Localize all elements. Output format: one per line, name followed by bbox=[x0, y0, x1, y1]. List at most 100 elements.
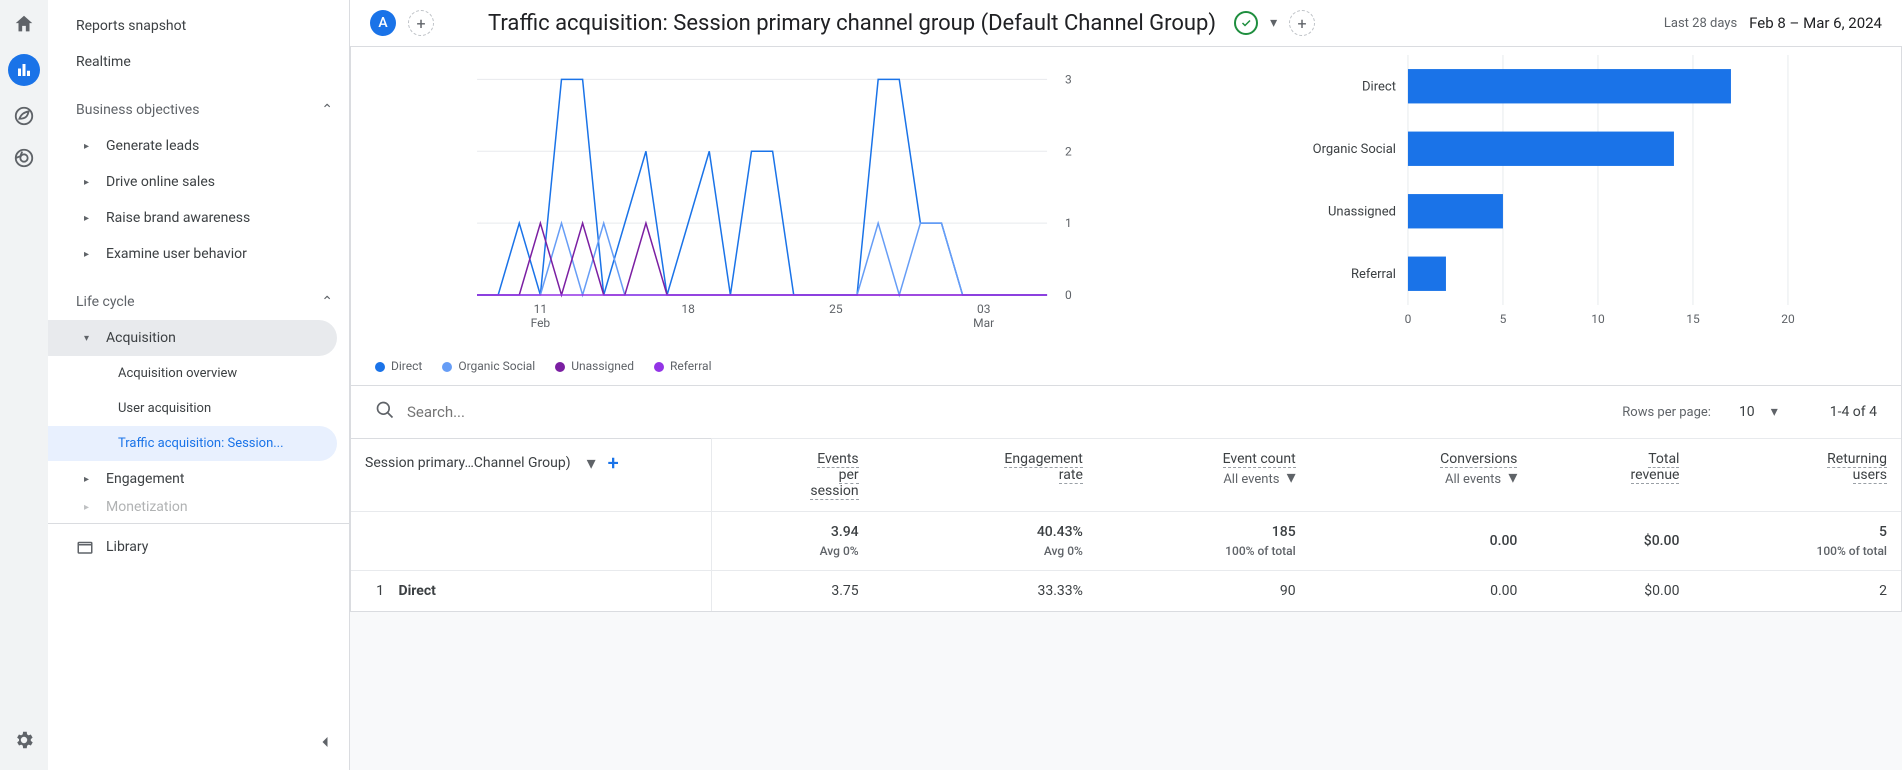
dropdown-icon[interactable]: ▾ bbox=[1771, 404, 1778, 420]
dropdown-icon[interactable]: ▾ bbox=[1508, 467, 1517, 488]
caret-icon: ▸ bbox=[84, 177, 96, 188]
sidebar-drive-online-sales[interactable]: ▸ Drive online sales bbox=[48, 164, 349, 200]
caret-icon: ▸ bbox=[84, 474, 96, 485]
label: Acquisition bbox=[106, 330, 176, 346]
advertising-icon[interactable] bbox=[12, 146, 36, 170]
search-icon[interactable] bbox=[375, 400, 395, 424]
svg-text:03: 03 bbox=[977, 302, 991, 316]
verified-icon[interactable] bbox=[1234, 11, 1258, 35]
summary-cell: 5100% of total bbox=[1693, 512, 1901, 571]
sidebar-realtime[interactable]: Realtime bbox=[48, 44, 349, 80]
data-table: Session primary…Channel Group) ▾ + Event… bbox=[351, 438, 1901, 611]
table-cell: $0.00 bbox=[1531, 571, 1693, 612]
table-cell: 3.75 bbox=[711, 571, 873, 612]
dropdown-icon[interactable]: ▾ bbox=[1287, 467, 1296, 488]
caret-icon: ▸ bbox=[84, 141, 96, 152]
svg-text:Referral: Referral bbox=[1351, 267, 1396, 282]
legend-item[interactable]: Unassigned bbox=[555, 359, 634, 373]
sidebar-user-acquisition[interactable]: User acquisition bbox=[48, 391, 349, 426]
pagination-info: 1-4 of 4 bbox=[1830, 404, 1877, 420]
svg-text:25: 25 bbox=[829, 302, 843, 316]
collapse-sidebar-icon[interactable] bbox=[315, 732, 335, 756]
bar-chart: 05101520DirectOrganic SocialUnassignedRe… bbox=[1219, 55, 1877, 345]
library-icon bbox=[76, 538, 94, 556]
dropdown-icon[interactable]: ▾ bbox=[587, 453, 596, 474]
summary-cell: 0.00 bbox=[1310, 512, 1532, 571]
add-comparison-button[interactable]: + bbox=[408, 10, 434, 36]
column-header[interactable]: Engagementrate bbox=[873, 439, 1097, 512]
sidebar-acquisition-overview[interactable]: Acquisition overview bbox=[48, 356, 349, 391]
sidebar-engagement[interactable]: ▸ Engagement bbox=[48, 461, 349, 497]
badge-letter: A bbox=[378, 15, 387, 31]
svg-text:Organic Social: Organic Social bbox=[1313, 142, 1396, 157]
table-cell: 0.00 bbox=[1310, 571, 1532, 612]
svg-text:1: 1 bbox=[1065, 216, 1072, 230]
label: Life cycle bbox=[76, 294, 135, 310]
sidebar-acquisition[interactable]: ▾Acquisition bbox=[48, 320, 337, 356]
sidebar-reports-snapshot[interactable]: Reports snapshot bbox=[48, 8, 349, 44]
account-badge[interactable]: A bbox=[370, 10, 396, 36]
line-chart: 012311Feb182503Mar bbox=[375, 55, 1179, 345]
sidebar-examine-user-behavior[interactable]: ▸Examine user behavior bbox=[48, 236, 349, 272]
caret-icon: ▸ bbox=[84, 249, 96, 260]
label: Business objectives bbox=[76, 102, 199, 118]
settings-icon[interactable] bbox=[12, 728, 36, 752]
legend-item[interactable]: Organic Social bbox=[442, 359, 535, 373]
label: Acquisition overview bbox=[118, 366, 237, 381]
summary-cell: 3.94Avg 0% bbox=[711, 512, 873, 571]
column-header[interactable]: Returningusers bbox=[1693, 439, 1901, 512]
svg-text:0: 0 bbox=[1065, 288, 1072, 302]
add-dimension-button[interactable]: + bbox=[608, 451, 619, 475]
sidebar: Reports snapshot Realtime Business objec… bbox=[48, 0, 350, 770]
legend-dot-icon bbox=[654, 362, 664, 372]
label: Traffic acquisition: Session... bbox=[118, 436, 284, 451]
explore-icon[interactable] bbox=[12, 104, 36, 128]
sidebar-business-objectives[interactable]: Business objectives ⌃ bbox=[48, 92, 349, 128]
home-icon[interactable] bbox=[12, 12, 36, 36]
sidebar-raise-brand-awareness[interactable]: ▸Raise brand awareness bbox=[48, 200, 349, 236]
label: Drive online sales bbox=[106, 174, 215, 190]
legend-dot-icon bbox=[375, 362, 385, 372]
rows-per-page-label: Rows per page: bbox=[1622, 405, 1711, 420]
date-range-value[interactable]: Feb 8 – Mar 6, 2024 bbox=[1749, 14, 1882, 32]
table-row[interactable]: 1 Direct3.7533.33%900.00$0.002 bbox=[351, 571, 1901, 612]
legend-item[interactable]: Direct bbox=[375, 359, 422, 373]
label: Raise brand awareness bbox=[106, 210, 250, 226]
column-header[interactable]: ConversionsAll events ▾ bbox=[1310, 439, 1532, 512]
table-cell: 33.33% bbox=[873, 571, 1097, 612]
svg-text:10: 10 bbox=[1591, 312, 1605, 326]
search-input[interactable] bbox=[407, 403, 707, 421]
label: Engagement bbox=[106, 471, 184, 487]
svg-text:Mar: Mar bbox=[973, 316, 994, 330]
legend-dot-icon bbox=[555, 362, 565, 372]
sidebar-library[interactable]: Library bbox=[48, 523, 349, 570]
svg-text:18: 18 bbox=[681, 302, 695, 316]
svg-text:20: 20 bbox=[1781, 312, 1795, 326]
svg-text:11: 11 bbox=[534, 302, 548, 316]
column-header[interactable]: Totalrevenue bbox=[1531, 439, 1693, 512]
sidebar-monetization[interactable]: ▸Monetization bbox=[48, 497, 349, 517]
sidebar-life-cycle[interactable]: Life cycle ⌃ bbox=[48, 284, 349, 320]
dimension-header[interactable]: Session primary…Channel Group) ▾ + bbox=[351, 439, 711, 512]
reports-icon[interactable] bbox=[8, 54, 40, 86]
report-header: A + Traffic acquisition: Session primary… bbox=[350, 0, 1902, 47]
svg-text:Unassigned: Unassigned bbox=[1328, 204, 1396, 219]
dropdown-icon[interactable]: ▾ bbox=[1270, 15, 1277, 31]
sidebar-generate-leads[interactable]: ▸Generate leads bbox=[48, 128, 349, 164]
nav-rail bbox=[0, 0, 48, 770]
add-card-button[interactable]: + bbox=[1289, 10, 1315, 36]
column-header[interactable]: Event countAll events ▾ bbox=[1097, 439, 1310, 512]
label: Library bbox=[106, 539, 148, 555]
date-range-label: Last 28 days bbox=[1664, 16, 1737, 31]
rows-per-page-value[interactable]: 10 bbox=[1739, 404, 1755, 420]
table-cell: 2 bbox=[1693, 571, 1901, 612]
svg-text:2: 2 bbox=[1065, 144, 1072, 158]
sidebar-traffic-acquisition[interactable]: Traffic acquisition: Session... bbox=[48, 426, 337, 461]
summary-cell: $0.00 bbox=[1531, 512, 1693, 571]
chevron-up-icon: ⌃ bbox=[321, 102, 333, 118]
table-cell: 90 bbox=[1097, 571, 1310, 612]
chart-legend: Direct Organic Social Unassigned Referral bbox=[375, 359, 1179, 373]
main: A + Traffic acquisition: Session primary… bbox=[350, 0, 1902, 770]
legend-item[interactable]: Referral bbox=[654, 359, 712, 373]
column-header[interactable]: Eventspersession bbox=[711, 439, 873, 512]
